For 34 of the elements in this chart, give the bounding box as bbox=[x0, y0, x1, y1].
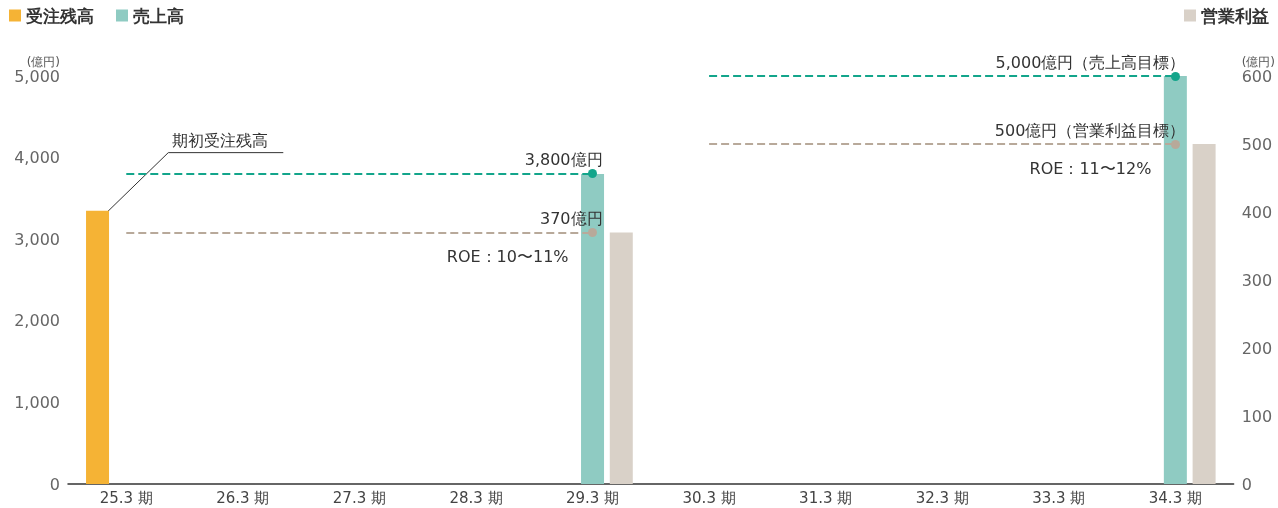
y2-tick-label: 500 bbox=[1241, 134, 1273, 154]
legend-label: 営業利益 bbox=[1201, 5, 1269, 26]
y2-tick-label: 300 bbox=[1241, 270, 1273, 290]
y2-tick-label: 200 bbox=[1241, 338, 1273, 358]
ref-line-label: 5,000億円（売上高目標） bbox=[995, 52, 1186, 72]
x-tick-label: 31.3 期 bbox=[799, 488, 853, 507]
x-tick-label: 28.3 期 bbox=[449, 488, 503, 507]
y-tick-label: 3,000 bbox=[14, 229, 60, 249]
y-tick-label: 2,000 bbox=[14, 311, 60, 331]
x-tick-label: 33.3 期 bbox=[1032, 488, 1086, 507]
x-tick-label: 30.3 期 bbox=[682, 488, 736, 507]
legend-label: 売上高 bbox=[133, 5, 184, 26]
bar bbox=[86, 210, 110, 484]
x-tick-label: 29.3 期 bbox=[565, 488, 620, 507]
x-tick-label: 27.3 期 bbox=[332, 488, 386, 507]
y-axis-title: (億円) bbox=[26, 55, 60, 69]
y-tick-label: 4,000 bbox=[14, 148, 60, 168]
ref-line-label: 370億円 bbox=[539, 208, 603, 228]
ref-line-label: 500億円（営業利益目標） bbox=[994, 120, 1186, 140]
ref-line-label: 3,800億円 bbox=[524, 150, 603, 170]
annotation: ROE：10〜11% bbox=[446, 246, 569, 266]
annotation: 期初受注残高 bbox=[172, 131, 269, 151]
x-tick-label: 26.3 期 bbox=[216, 488, 270, 507]
y-tick-label: 0 bbox=[49, 474, 60, 494]
x-tick-label: 32.3 期 bbox=[915, 488, 969, 507]
y2-axis-title: (億円) bbox=[1241, 55, 1276, 69]
annotation: ROE：11〜12% bbox=[1029, 158, 1152, 178]
y-tick-label: 1,000 bbox=[14, 392, 60, 412]
y2-tick-label: 400 bbox=[1241, 202, 1273, 222]
x-tick-label: 34.3 期 bbox=[1148, 488, 1202, 507]
y2-tick-label: 100 bbox=[1241, 406, 1273, 426]
y2-tick-label: 0 bbox=[1241, 474, 1252, 494]
x-tick-label: 25.3 期 bbox=[99, 488, 153, 507]
legend-label: 受注残高 bbox=[26, 5, 94, 26]
